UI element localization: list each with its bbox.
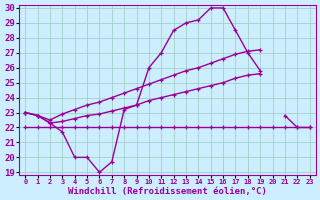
- X-axis label: Windchill (Refroidissement éolien,°C): Windchill (Refroidissement éolien,°C): [68, 187, 267, 196]
